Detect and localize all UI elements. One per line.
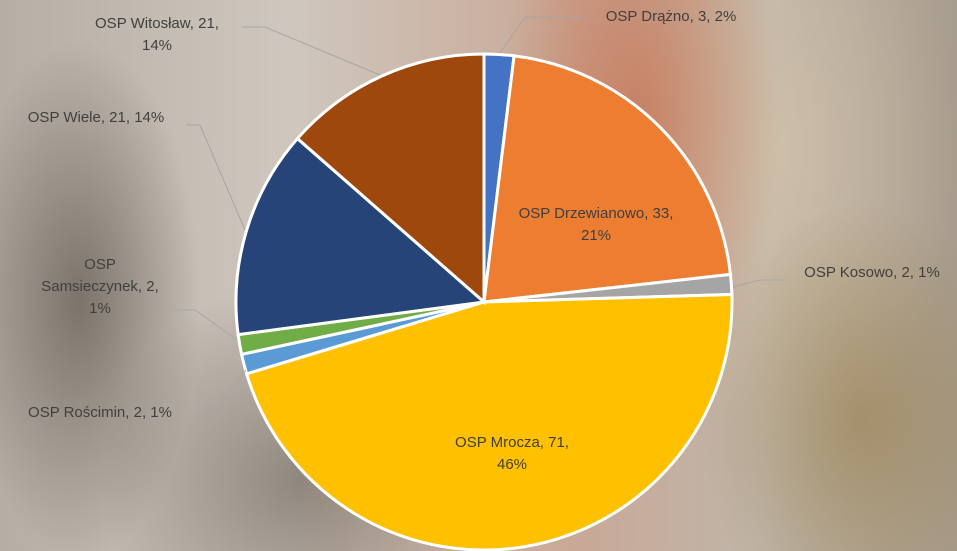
leader-line (732, 279, 785, 288)
leader-line (499, 16, 583, 54)
pie-slice (244, 292, 734, 551)
data-label: OSP Rościmin, 2, 1% (28, 404, 172, 421)
leader-line (175, 309, 238, 341)
data-label: OSP Mrocza, 71, 46% (455, 434, 569, 473)
data-label: OSP Kosowo, 2, 1% (804, 264, 940, 281)
pie-slice (234, 136, 488, 337)
pie-slice (482, 54, 733, 304)
leader-line (186, 124, 246, 231)
data-label: OSP Drzewianowo, 33, 21% (518, 205, 674, 244)
leader-line (242, 26, 381, 76)
data-label: OSP Wiele, 21, 14% (27, 109, 165, 126)
data-label: OSP Witosław, 21, 14% (95, 15, 219, 54)
leader-line (193, 369, 247, 414)
data-label: OSP Samsieczynek, 2, 1% (41, 256, 159, 317)
pie-slice (295, 52, 486, 306)
data-label: OSP Drążno, 3, 2% (605, 8, 737, 25)
